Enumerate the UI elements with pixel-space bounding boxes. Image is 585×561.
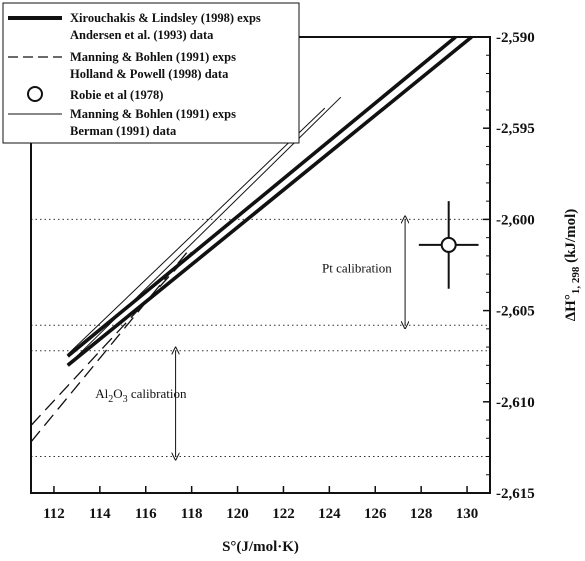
x-tick-label: 122 bbox=[272, 506, 295, 522]
series-lines bbox=[30, 35, 473, 443]
x-tick-label: 128 bbox=[410, 506, 433, 522]
calibration-range-arrows bbox=[176, 219, 405, 456]
pt-calibration-label: Pt calibration bbox=[322, 260, 392, 275]
legend-entry-3-line1: Robie et al (1978) bbox=[70, 88, 163, 102]
series-line-thin-6 bbox=[67, 107, 326, 355]
x-tick-label: 114 bbox=[89, 506, 111, 522]
y-tick-label: -2,615 bbox=[496, 486, 535, 502]
x-tick-label: 130 bbox=[456, 506, 479, 522]
legend-entry-4-line2: Berman (1991) data bbox=[70, 124, 177, 138]
y-axis-ticks: -2,590 -2,595 -2,600 -2,605 -2,610 -2,615 bbox=[483, 30, 535, 502]
series-line-dashed-4 bbox=[30, 251, 188, 443]
x-tick-label: 126 bbox=[364, 506, 387, 522]
x-tick-label: 118 bbox=[181, 506, 203, 522]
x-tick-label: 124 bbox=[318, 506, 341, 522]
legend-entry-4-line1: Manning & Bohlen (1991) exps bbox=[70, 107, 236, 121]
y-tick-label: -2,595 bbox=[496, 121, 535, 137]
legend: Xirouchakis & Lindsley (1998) exps Ander… bbox=[2, 2, 300, 144]
x-tick-label: 116 bbox=[135, 506, 157, 522]
series-line-dashed-3 bbox=[30, 251, 193, 426]
series-line-thick-2 bbox=[66, 35, 473, 367]
legend-entry-1-line1: Xirouchakis & Lindsley (1998) exps bbox=[70, 11, 261, 25]
reference-point-marker bbox=[440, 236, 457, 253]
y-tick-label: -2,600 bbox=[496, 212, 535, 228]
legend-entry-1-line2: Andersen et al. (1993) data bbox=[70, 28, 214, 42]
y-axis-label-main: ΔH° bbox=[563, 294, 579, 321]
y-tick-label: -2,610 bbox=[496, 395, 535, 411]
x-tick-label: 112 bbox=[43, 506, 65, 522]
legend-box bbox=[2, 2, 300, 144]
y-axis-label: ΔH°1, 298 (kJ/mol) bbox=[563, 209, 582, 322]
y-tick-label: -2,605 bbox=[496, 304, 535, 320]
x-tick-label: 120 bbox=[226, 506, 249, 522]
y-axis-label-subscript: 1, 298 bbox=[570, 266, 582, 294]
legend-entry-2-line1: Manning & Bohlen (1991) exps bbox=[70, 50, 236, 64]
y-axis-label-unit: (kJ/mol) bbox=[563, 209, 579, 267]
x-axis-label: S°(J/mol·K) bbox=[222, 539, 299, 555]
x-axis-ticks: 112 114 116 118 120 122 124 126 128 130 bbox=[43, 486, 478, 522]
al2o3-calibration-label: Al2O3 calibration bbox=[95, 386, 187, 405]
legend-swatch-circle bbox=[27, 86, 43, 102]
series-line-thick-1 bbox=[66, 35, 457, 358]
legend-entry-2-line2: Holland & Powell (1998) data bbox=[70, 67, 229, 81]
y-tick-label: -2,590 bbox=[496, 30, 535, 46]
robie-reference-point bbox=[418, 201, 479, 289]
